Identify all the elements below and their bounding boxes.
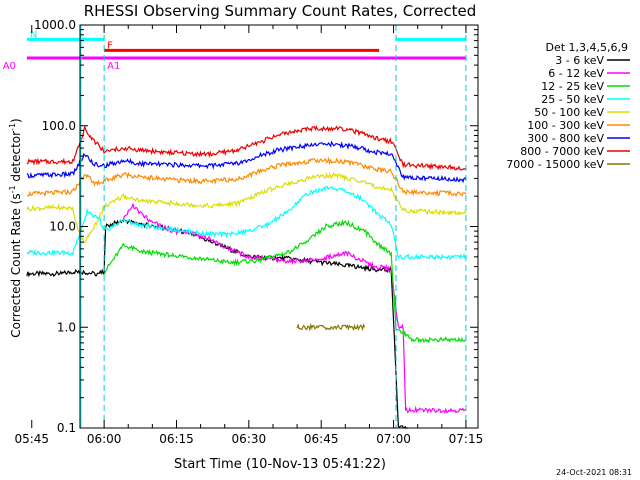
x-tick-label: 07:00	[376, 432, 411, 446]
chart-title: RHESSI Observing Summary Count Rates, Co…	[84, 2, 477, 20]
x-axis-label: Start Time (10-Nov-13 05:41:22)	[174, 457, 386, 472]
state-label-a1: A1	[107, 61, 120, 72]
series-line-50-100keV	[26, 171, 467, 244]
series-line-3-6keV	[26, 218, 408, 429]
state-label-f: F	[107, 40, 113, 51]
state-label-a0: A0	[3, 61, 16, 72]
series-line-25-50keV	[26, 185, 467, 261]
series-line-12-25keV	[103, 219, 467, 344]
series-line-7000-15000keV	[296, 322, 366, 332]
y-tick-label: 1.0	[57, 320, 76, 334]
x-tick-label: 06:15	[159, 432, 194, 446]
datestamp: 24-Oct-2021 08:31	[556, 468, 632, 477]
legend-label-6-12keV: 6 - 12 keV	[548, 67, 604, 80]
state-label-n: N	[30, 29, 37, 40]
plot-frame	[79, 24, 479, 429]
x-tick-label: 05:45	[14, 432, 49, 446]
y-tick-label: 10.0	[49, 220, 76, 234]
x-tick-label: 06:45	[304, 432, 339, 446]
axes: 1000.0 100.0 10.0 1.0 0.1 05:45 06:00 06:15 06:3…	[14, 18, 483, 446]
legend-label-3-6keV: 3 - 6 keV	[555, 54, 604, 67]
x-tick-label: 06:30	[232, 432, 267, 446]
legend-label-25-50keV: 25 - 50 keV	[541, 93, 604, 106]
series-line-800-7000keV	[26, 124, 467, 171]
series-line-6-12keV	[122, 203, 467, 414]
x-tick-label: 07:15	[449, 432, 484, 446]
attenuator-bars: F N A0 A1	[3, 25, 467, 428]
legend-title: Det 1,3,4,5,6,9	[545, 41, 628, 54]
y-tick-label: 100.0	[42, 119, 76, 133]
y-tick-label: 0.1	[57, 421, 76, 435]
series-line-300-800keV	[26, 140, 467, 184]
legend-label-7000-15000keV: 7000 - 15000 keV	[506, 158, 604, 171]
legend-label-12-25keV: 12 - 25 keV	[541, 80, 604, 93]
legend-label-800-7000keV: 800 - 7000 keV	[520, 145, 604, 158]
x-tick-label: 06:00	[87, 432, 122, 446]
y-tick-label: 1000.0	[34, 18, 76, 32]
legend-label-300-800keV: 300 - 800 keV	[527, 132, 604, 145]
series-layer	[26, 124, 467, 429]
y-axis-label: Corrected Count Rate (s-1 detector-1)	[8, 118, 23, 337]
legend-label-50-100keV: 50 - 100 keV	[534, 106, 604, 119]
legend-label-100-300keV: 100 - 300 keV	[527, 119, 604, 132]
series-line-100-300keV	[26, 156, 467, 198]
